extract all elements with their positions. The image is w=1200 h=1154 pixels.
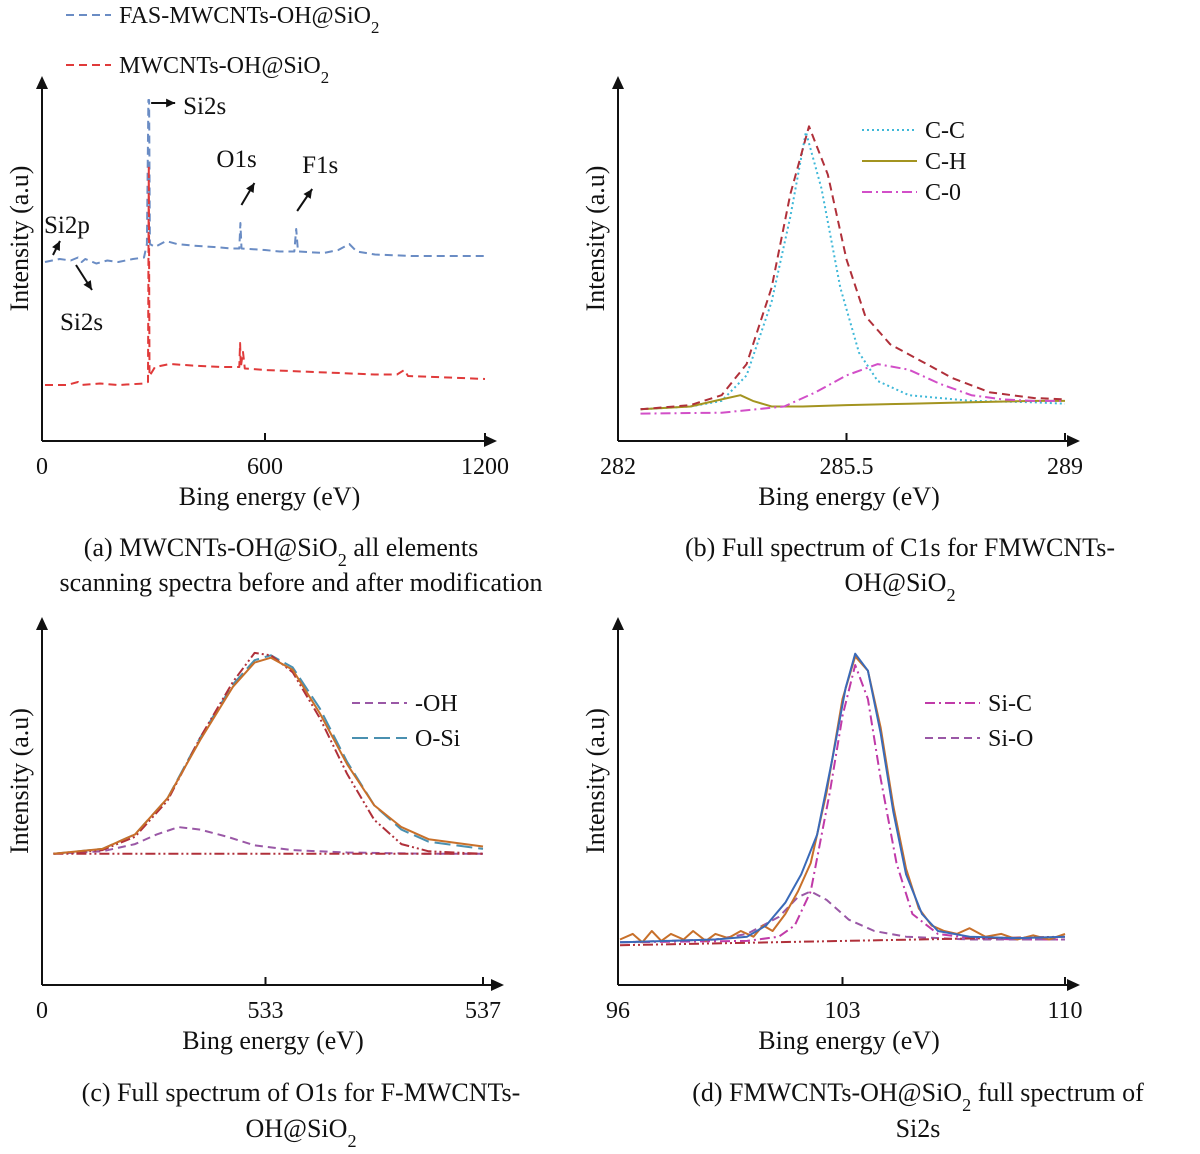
annotation-arrowhead-a [303,189,313,199]
series-b-c-0 [640,363,1065,415]
legend-label-c: -OH [415,691,458,717]
series-a-fas-mwcnts-oh-sio2 [44,99,485,265]
annotation-arrowhead-a [52,241,60,251]
y-axis-arrow-d [612,617,624,630]
x-tick-label-b: 289 [1047,454,1083,480]
y-axis-arrow-a [36,76,48,89]
y-axis-arrow-c [36,617,48,630]
legend-label-b: C-H [925,149,966,175]
legend-label-a: FAS-MWCNTs-OH@SiO2 [119,3,379,37]
y-axis-label-d: Intensity (a.u) [581,708,610,854]
annotation-arrowhead-a [246,183,255,193]
annotation-label-a: Si2p [44,212,90,239]
legend-label-a: MWCNTs-OH@SiO2 [119,53,329,87]
series-a-mwcnts-oh-sio2 [45,165,486,386]
x-tick-label-c: 537 [465,998,501,1024]
y-axis-arrow-b [612,76,624,89]
series-c-raw [53,656,484,855]
series-c--oh [53,826,483,855]
x-axis-label-b: Bing energy (eV) [758,482,939,511]
x-tick-label-b: 282 [600,454,636,480]
caption-c: OH@SiO2 [245,1114,356,1151]
series-d-si-c [619,664,1065,944]
x-axis-label-a: Bing energy (eV) [179,482,360,511]
x-axis-label-c: Bing energy (eV) [182,1026,363,1055]
caption-b: OH@SiO2 [844,568,955,605]
x-tick-label-a: 1200 [461,454,509,480]
caption-a: (a) MWCNTs-OH@SiO2 all elements [84,533,478,570]
y-axis-label-c: Intensity (a.u) [5,708,34,854]
annotation-arrowhead-a [83,280,92,290]
series-b-c-h [640,394,1065,411]
panel-b: 282 285.5 289 Bing energy (eV) Intensity (a.… [581,76,1115,605]
legend-label-c: O-Si [415,726,461,752]
caption-b: (b) Full spectrum of C1s for FMWCNTs- [685,533,1115,562]
x-tick-label-d: 103 [825,998,861,1024]
x-tick-label-a: 0 [36,454,48,480]
x-tick-label-a: 600 [247,454,283,480]
x-axis-arrow-d [1067,979,1080,991]
legend-label-b: C-C [925,118,965,144]
caption-c: (c) Full spectrum of O1s for F-MWCNTs- [82,1078,521,1107]
series-c-o-si [53,654,484,855]
legend-label-b: C-0 [925,180,961,206]
caption-d: (d) FMWCNTs-OH@SiO2 full spectrum of [692,1078,1144,1115]
x-axis-label-d: Bing energy (eV) [758,1026,939,1055]
panel-c: 0 533 537 Bing energy (eV) Intensity (a.u) -O… [5,617,520,1151]
y-axis-label-a: Intensity (a.u) [5,166,34,312]
y-axis-label-b: Intensity (a.u) [581,166,610,312]
caption-d: Si2s [896,1114,941,1143]
series-b-fit [640,125,1066,411]
annotation-label-a: F1s [302,152,338,179]
annotation-arrowhead-a [166,98,176,108]
x-tick-label-c: 533 [248,998,284,1024]
panel-a: 0 600 1200 Bing energy (eV) Intensity (a.u) F… [5,3,542,597]
x-axis-arrow-a [484,435,497,447]
series-d-fit [619,652,1066,944]
legend-label-d: Si-C [988,691,1032,717]
caption-a: scanning spectra before and after modifi… [60,568,543,597]
panel-d: 96 103 110 Bing energy (eV) Intensity (a.u) S… [581,617,1144,1143]
legend-label-d: Si-O [988,726,1033,752]
series-d-si-o [619,890,1065,944]
series-c-fit [53,651,484,855]
annotation-label-a: Si2s [60,309,103,336]
x-axis-arrow-c [491,979,504,991]
x-tick-label-c: 0 [36,998,48,1024]
x-tick-label-d: 96 [606,998,630,1024]
x-axis-arrow-b [1067,435,1080,447]
annotation-label-a: O1s [216,146,256,173]
x-tick-label-b: 285.5 [820,454,874,480]
series-b-c-c [640,131,1066,411]
annotation-label-a: Si2s [183,93,226,120]
x-tick-label-d: 110 [1047,998,1082,1024]
